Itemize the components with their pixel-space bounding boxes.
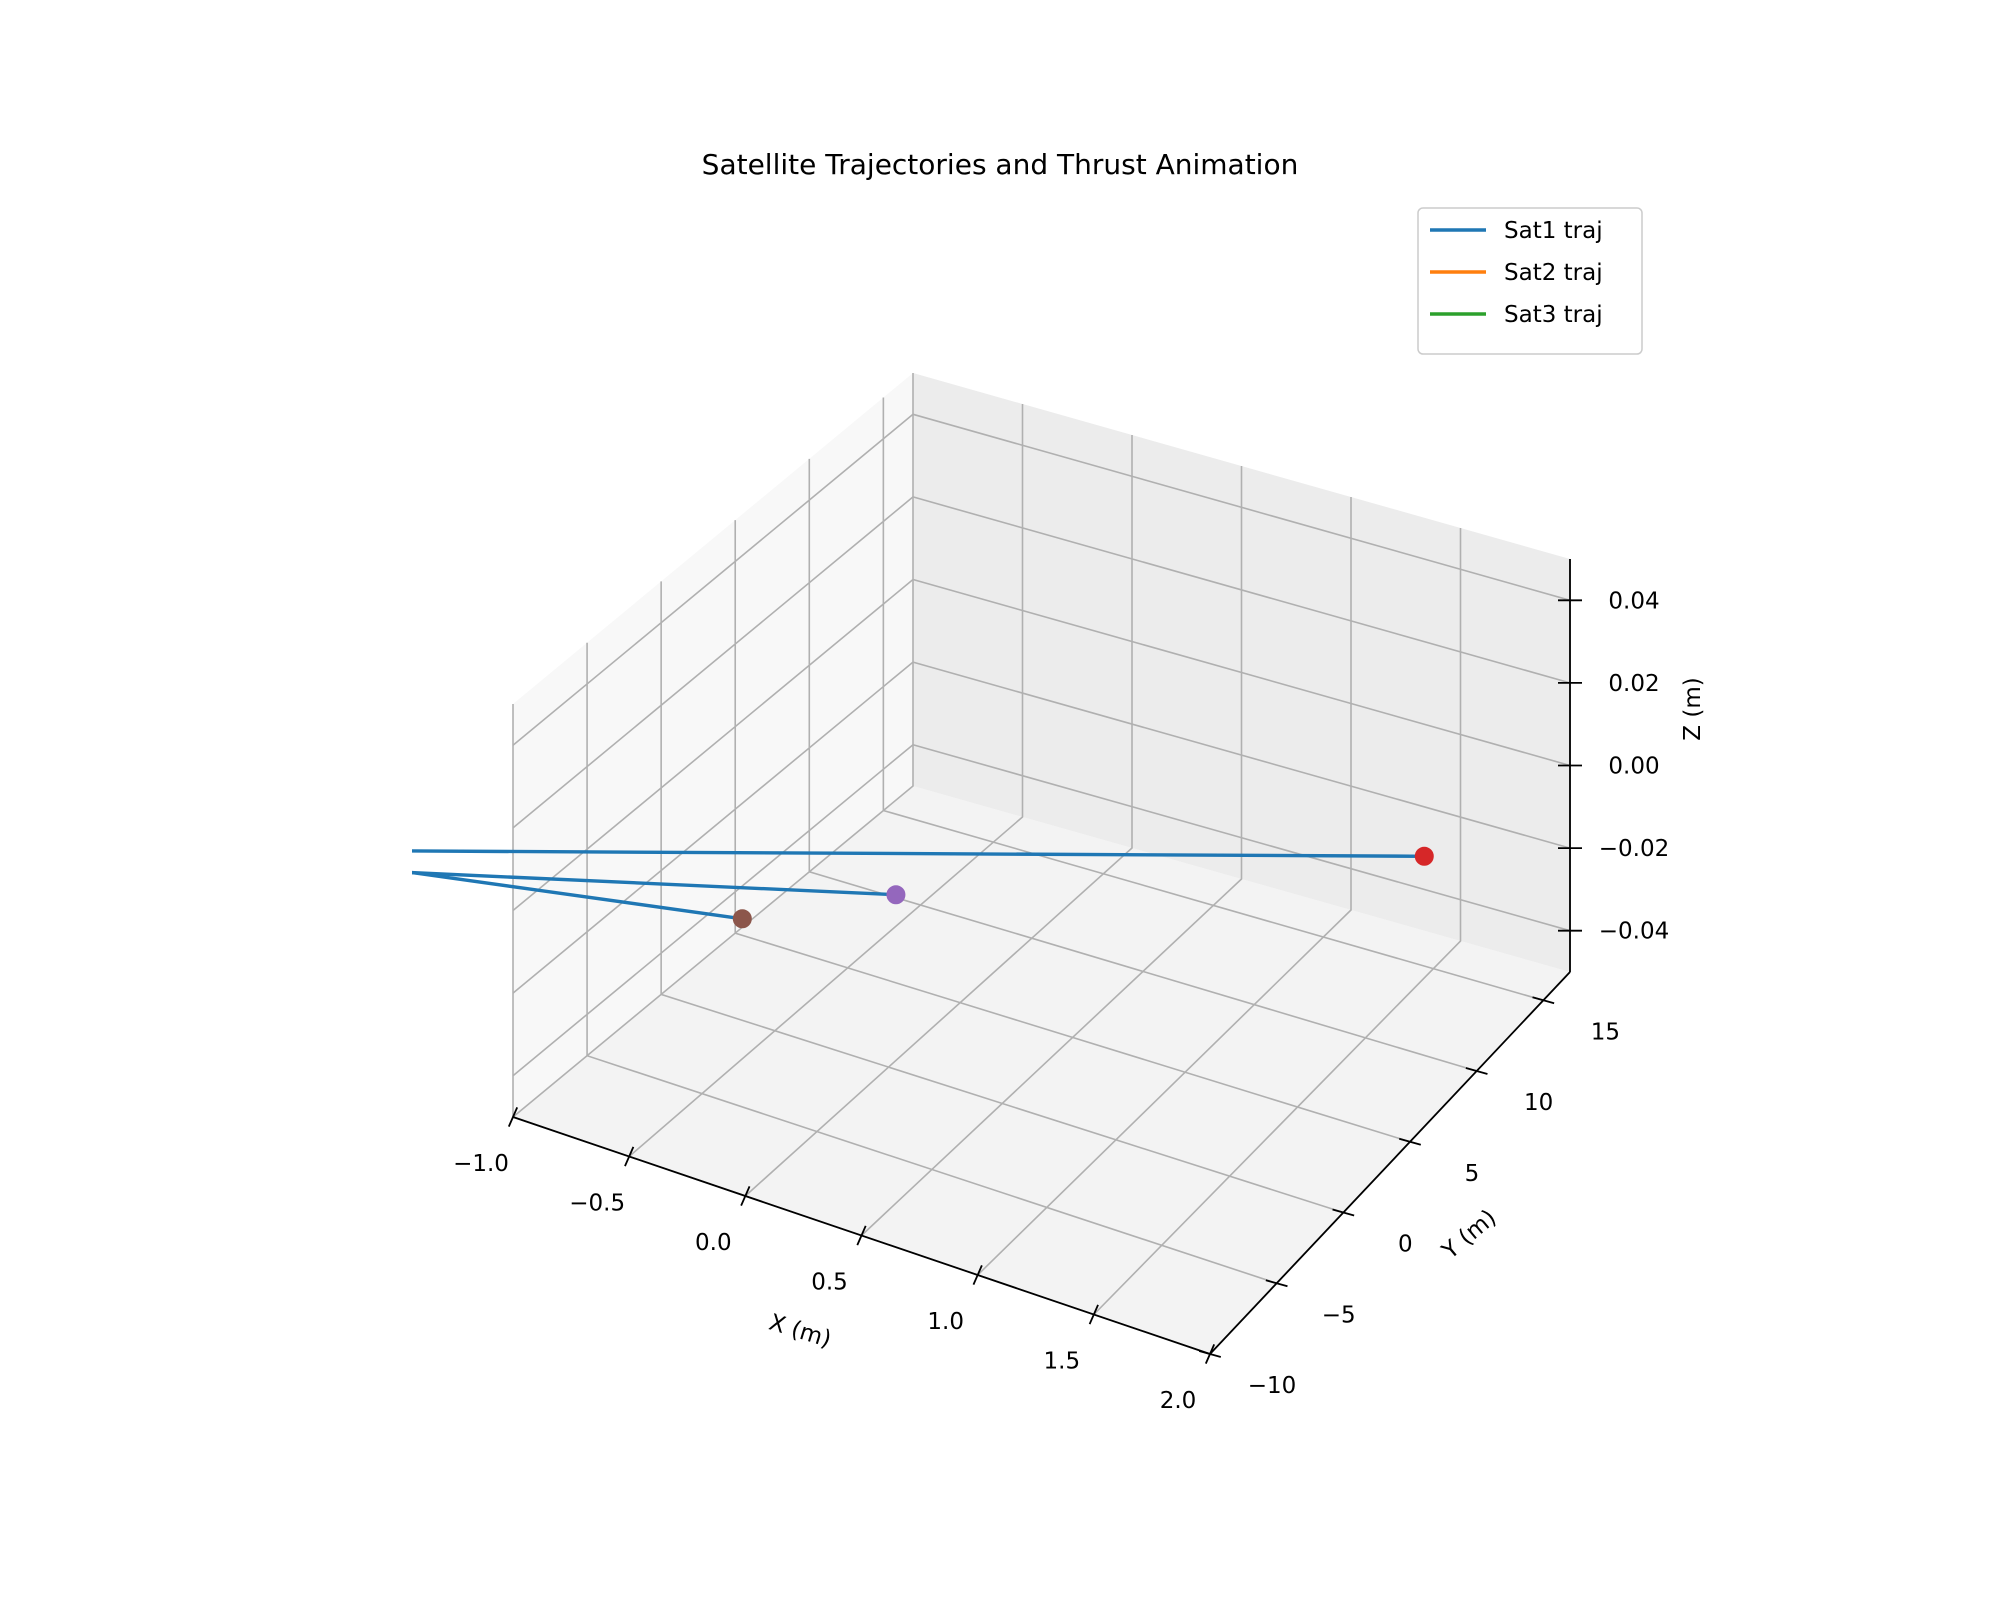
y-gridline bbox=[586, 642, 1277, 1285]
legend: Sat1 traj Sat2 traj Sat3 traj bbox=[1417, 207, 1643, 355]
z-gridline bbox=[512, 578, 1571, 912]
z-gridline bbox=[512, 743, 1571, 1077]
x-tick-label: −0.5 bbox=[569, 1191, 625, 1217]
y-gridline bbox=[660, 581, 1344, 1214]
x-gridline bbox=[1093, 528, 1462, 1316]
floor-pane bbox=[513, 786, 1570, 1354]
y-tick bbox=[1332, 1208, 1355, 1217]
trajectory-segment-2 bbox=[412, 849, 1426, 858]
x-tick bbox=[972, 1265, 983, 1285]
x-tick bbox=[740, 1186, 751, 1206]
legend-entry: Sat2 traj bbox=[1504, 260, 1603, 286]
y-axis-label: Y (m) bbox=[1437, 1205, 1502, 1265]
y-tick-label: 0 bbox=[1398, 1232, 1413, 1258]
satellite-marker-3 bbox=[1414, 846, 1434, 866]
y-gridline bbox=[808, 458, 1477, 1072]
x-tick bbox=[624, 1146, 635, 1167]
satellite-marker-1 bbox=[886, 885, 906, 905]
y-tick-label: 15 bbox=[1591, 1019, 1620, 1045]
z-gridline bbox=[512, 496, 1571, 829]
z-tick-label: 0.04 bbox=[1608, 588, 1659, 614]
y-tick-label: −10 bbox=[1248, 1373, 1297, 1399]
y-tick bbox=[1532, 996, 1555, 1005]
y-tick-label: −5 bbox=[1322, 1302, 1356, 1328]
y-gridline bbox=[882, 397, 1544, 1002]
x-tick bbox=[856, 1225, 867, 1246]
x-tick-label: 1.5 bbox=[1044, 1349, 1081, 1375]
legend-entry: Sat1 traj bbox=[1504, 218, 1603, 244]
x-tick bbox=[507, 1107, 519, 1127]
z-axis-label: Z (m) bbox=[1680, 677, 1706, 740]
legend-frame bbox=[1417, 207, 1643, 355]
x-gridline bbox=[860, 466, 1243, 1237]
y-tick bbox=[1465, 1067, 1488, 1075]
legend-entry: Sat3 traj bbox=[1504, 302, 1603, 328]
satellite-marker-2 bbox=[732, 909, 752, 929]
x-gridline bbox=[512, 373, 914, 1118]
trajectory-segment-1 bbox=[412, 870, 745, 921]
z-tick-label: −0.02 bbox=[1599, 836, 1669, 862]
x-gridline bbox=[744, 435, 1133, 1197]
y-tick bbox=[1265, 1279, 1288, 1288]
y-tick bbox=[1198, 1350, 1222, 1358]
y-axis-line bbox=[1209, 971, 1571, 1355]
x-tick-label: −1.0 bbox=[453, 1151, 509, 1177]
z-tick-label: −0.04 bbox=[1599, 919, 1669, 945]
x-tick-label: 2.0 bbox=[1160, 1388, 1197, 1414]
x-gridline bbox=[628, 404, 1024, 1158]
y-tick-label: 5 bbox=[1465, 1161, 1480, 1187]
x-tick-label: 0.0 bbox=[695, 1230, 732, 1256]
chart-title: Satellite Trajectories and Thrust Animat… bbox=[702, 148, 1299, 181]
x-gridline bbox=[977, 497, 1352, 1276]
z-tick-label: 0.02 bbox=[1608, 671, 1659, 697]
y-tick bbox=[1398, 1137, 1422, 1146]
x-tick-label: 1.0 bbox=[927, 1309, 964, 1335]
z-gridline bbox=[512, 413, 1571, 746]
x-tick-label: 0.5 bbox=[811, 1270, 848, 1296]
data-group bbox=[412, 846, 1434, 929]
z-tick-label: 0.00 bbox=[1608, 754, 1659, 780]
series-line-sat1-traj bbox=[412, 870, 898, 897]
x-tick bbox=[1088, 1304, 1099, 1325]
y-tick-label: 10 bbox=[1524, 1090, 1553, 1116]
y-gridline bbox=[734, 520, 1411, 1143]
x-axis-label: X (m) bbox=[766, 1310, 834, 1353]
